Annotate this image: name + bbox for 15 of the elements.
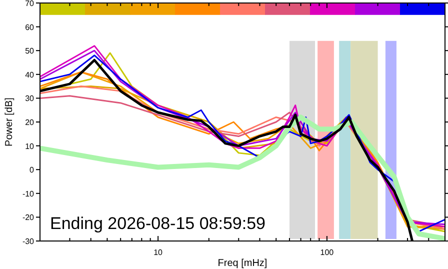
y-tick-label: 70 xyxy=(25,0,35,8)
y-tick-label: 50 xyxy=(25,46,35,56)
y-tick-label: 40 xyxy=(25,70,35,80)
annotation: Ending 2026-08-15 08:59:59 xyxy=(50,214,266,233)
x-tick-label: 100 xyxy=(320,248,334,257)
y-tick-label: 60 xyxy=(25,22,35,32)
y-tick-label: 10 xyxy=(25,142,35,151)
y-tick-label: -30 xyxy=(22,237,35,246)
y-tick-label: -10 xyxy=(22,189,35,198)
y-tick-label: 30 xyxy=(25,94,35,104)
y-tick-label: -20 xyxy=(22,213,35,222)
x-axis-title: Freq [mHz] xyxy=(218,258,268,269)
y-axis-title: Power [dB] xyxy=(4,97,15,146)
y-tick-label: 20 xyxy=(25,118,35,127)
y-tick-label: 0 xyxy=(30,166,35,175)
